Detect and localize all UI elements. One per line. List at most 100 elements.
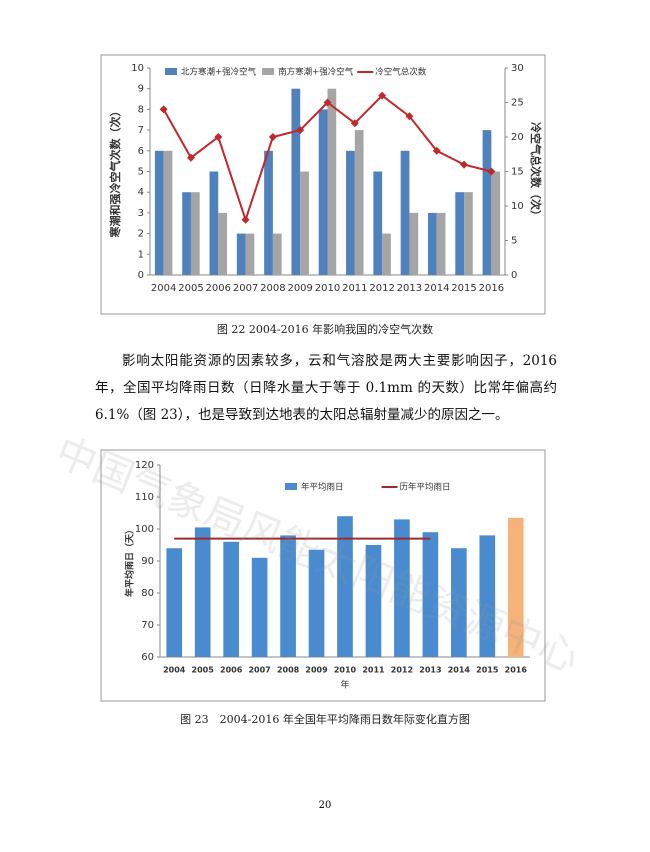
- x-tick-label: 2012: [369, 283, 394, 294]
- bar: [300, 171, 309, 275]
- x-axis-label: 年: [340, 679, 349, 691]
- bar: [455, 192, 465, 275]
- y-tick-label: 4: [138, 187, 144, 198]
- x-tick-label: 2006: [206, 283, 231, 294]
- y-tick-label: 70: [141, 620, 154, 631]
- line-marker: [323, 98, 332, 107]
- caption: 图 23 2004-2016 年全国年平均降雨日数年际变化直方图: [180, 713, 470, 726]
- bar: [190, 192, 200, 275]
- bar: [354, 130, 364, 275]
- bar: [365, 545, 382, 657]
- bar: [209, 171, 219, 275]
- x-tick-label: 2013: [397, 283, 422, 294]
- y-tick-label: 10: [131, 63, 144, 74]
- y-axis-label: 寒潮和强冷空气次数（次）: [108, 106, 122, 239]
- y-tick-label: 60: [141, 652, 154, 663]
- bar: [218, 212, 228, 275]
- x-tick-label: 2016: [505, 666, 528, 675]
- legend-label: 历年平均雨日: [400, 482, 451, 493]
- y-tick-label: 100: [135, 524, 154, 535]
- bar: [400, 150, 410, 275]
- x-tick-label: 2015: [451, 283, 476, 294]
- legend-swatch: [165, 68, 177, 75]
- x-tick-label: 2007: [233, 283, 258, 294]
- y-tick-label: 80: [141, 588, 154, 599]
- y2-tick-label: 25: [511, 98, 524, 109]
- y-axis-label: 年平均雨日（天）: [124, 525, 136, 597]
- chart: 60 70 80 90 100 110 120 2004 2005 2006 2007 2008 200…: [100, 449, 546, 702]
- bar: [223, 541, 239, 657]
- y2-tick-label: 30: [511, 63, 524, 74]
- bar: [507, 517, 524, 657]
- y-tick-label: 3: [138, 208, 144, 219]
- x-tick-label: 2016: [479, 283, 504, 294]
- bar: [264, 150, 273, 275]
- y-tick-label: 120: [135, 460, 154, 471]
- bar: [251, 557, 268, 657]
- caption: 图 22 2004-2016 年影响我国的冷空气次数: [216, 323, 434, 336]
- line-marker: [432, 146, 441, 155]
- bar: [394, 519, 410, 657]
- line-marker: [350, 119, 359, 128]
- x-tick-label: 2008: [277, 666, 300, 675]
- line-marker: [487, 167, 496, 176]
- x-tick-label: 2009: [305, 666, 328, 675]
- bar: [427, 212, 437, 275]
- bar: [166, 548, 183, 657]
- bar: [280, 535, 296, 657]
- x-tick-label: 2015: [476, 666, 499, 675]
- chart-frame: [100, 449, 546, 702]
- bar: [308, 549, 325, 657]
- bar: [327, 88, 337, 275]
- x-tick-label: 2009: [287, 283, 312, 294]
- line-marker: [296, 126, 305, 135]
- bar: [194, 527, 211, 657]
- y2-tick-label: 15: [511, 167, 524, 178]
- bar: [373, 171, 383, 275]
- x-tick-label: 2013: [419, 666, 441, 675]
- line-marker: [460, 160, 469, 169]
- y2-tick-label: 5: [511, 236, 517, 247]
- bar: [182, 192, 191, 275]
- chart-frame: [100, 54, 546, 315]
- y2-axis-label: 冷空气总次数（次）: [529, 122, 543, 221]
- bar: [163, 150, 173, 275]
- y-tick-label: 0: [138, 270, 144, 281]
- y-tick-label: 5: [138, 167, 144, 178]
- y-tick-label: 90: [141, 556, 154, 567]
- line-marker: [378, 91, 387, 100]
- bar: [451, 548, 467, 657]
- y-tick-label: 8: [138, 104, 144, 115]
- bar: [409, 212, 419, 275]
- bar: [464, 192, 473, 275]
- y2-tick-label: 0: [511, 270, 517, 281]
- bar: [272, 233, 282, 275]
- bar: [245, 233, 255, 275]
- y-tick-label: 7: [138, 125, 144, 136]
- x-tick-label: 2011: [342, 283, 367, 294]
- x-tick-label: 2008: [260, 283, 285, 294]
- bar: [337, 516, 353, 657]
- x-tick-label: 2007: [248, 666, 270, 675]
- x-tick-label: 2010: [334, 666, 357, 675]
- legend-swatch: [285, 483, 297, 490]
- line-marker: [268, 133, 277, 141]
- bar: [236, 233, 246, 275]
- bar: [291, 88, 301, 275]
- line-marker: [186, 153, 195, 162]
- bar: [318, 109, 328, 276]
- x-tick-label: 2014: [448, 666, 471, 675]
- legend-label: 南方寒潮+强冷空气: [278, 67, 354, 78]
- legend-label: 冷空气总次数: [375, 67, 427, 78]
- bar: [154, 150, 164, 275]
- x-tick-label: 2005: [178, 283, 203, 294]
- y-tick-label: 110: [135, 492, 154, 503]
- legend-label: 年平均雨日: [301, 482, 344, 493]
- paragraph: 影响太阳能资源的因素较多，云和气溶胶是两大主要影响因子，2016 年，全国平均降…: [95, 353, 557, 423]
- y2-tick-label: 10: [511, 201, 524, 212]
- bar: [346, 150, 355, 275]
- y2-tick-label: 20: [511, 132, 524, 143]
- bar: [491, 171, 501, 275]
- page-number: 20: [318, 800, 332, 811]
